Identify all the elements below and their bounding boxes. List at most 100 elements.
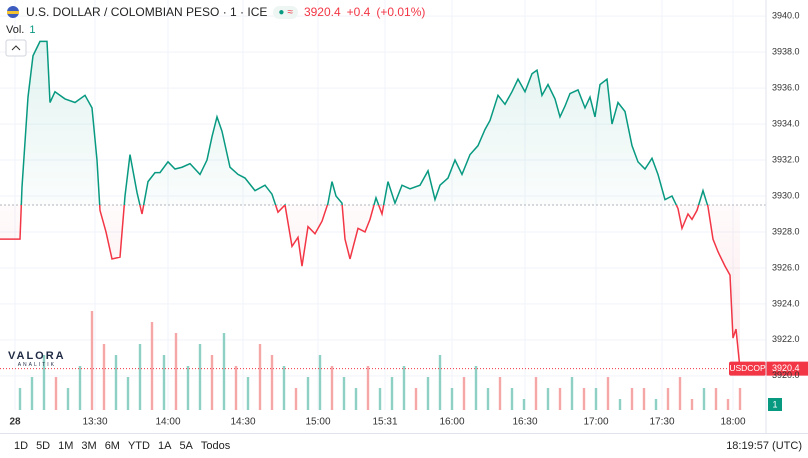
volume-bar	[462, 377, 466, 410]
range-button[interactable]: 5D	[32, 440, 54, 452]
x-tick-label: 17:00	[583, 417, 608, 428]
collapse-icon	[11, 45, 21, 51]
volume-bar	[474, 366, 478, 410]
x-tick-label: 18:00	[720, 417, 745, 428]
range-button[interactable]: 6M	[101, 440, 124, 452]
x-tick-label: 15:31	[372, 417, 397, 428]
volume-bar	[174, 333, 178, 410]
y-tick-label: 3936.0	[772, 82, 800, 92]
volume-bar	[534, 377, 538, 410]
volume-bar	[54, 377, 58, 410]
symbol-title: U.S. DOLLAR / COLOMBIAN PESO · 1 · ICE	[26, 5, 268, 19]
volume-tag-text: 1	[772, 399, 777, 409]
y-tick-label: 3928.0	[772, 226, 800, 236]
volume-bar	[426, 377, 430, 410]
volume-bar	[450, 388, 454, 410]
volume-bar	[498, 377, 502, 410]
y-tick-label: 3938.0	[772, 47, 800, 57]
volume-bar	[66, 388, 70, 410]
volume-bar	[162, 355, 166, 410]
change-pct: (+0.01%)	[376, 5, 426, 19]
volume-bar	[678, 377, 682, 410]
volume-bar	[690, 399, 694, 410]
range-button[interactable]: 1A	[154, 440, 175, 452]
volume-bar	[282, 366, 286, 410]
volume-bar	[18, 388, 22, 410]
range-button[interactable]: 3M	[77, 440, 100, 452]
volume-bar	[522, 399, 526, 410]
volume-bar	[702, 388, 706, 410]
volume-bar	[414, 388, 418, 410]
volume-bar	[198, 344, 202, 410]
volume-bar	[102, 344, 106, 410]
volume-bar	[726, 399, 730, 410]
volume-bar	[342, 377, 346, 410]
range-button[interactable]: 1M	[54, 440, 77, 452]
logo-sub: ANALITIK	[17, 362, 56, 368]
y-tick-label: 3930.0	[772, 190, 800, 200]
y-tick-label: 3926.0	[772, 262, 800, 272]
price: 3920.4	[303, 5, 341, 19]
range-button[interactable]: YTD	[124, 440, 154, 452]
flag-icon	[7, 6, 19, 18]
volume-bar	[294, 388, 298, 410]
volume-legend: Vol. 1	[6, 24, 35, 36]
clock: 18:19:57 (UTC)	[726, 440, 802, 452]
volume-bar	[318, 355, 322, 410]
y-tick-label: 3932.0	[772, 154, 800, 164]
volume-bar	[78, 366, 82, 410]
volume-bar	[558, 388, 562, 410]
volume-bar	[210, 355, 214, 410]
x-tick-label: 28	[9, 417, 21, 428]
price-line	[0, 40, 741, 369]
x-tick-label: 14:00	[155, 417, 180, 428]
volume-bar	[306, 377, 310, 410]
volume-tag	[768, 398, 782, 411]
volume-bar	[354, 388, 358, 410]
volume-bar	[714, 388, 718, 410]
x-tick-label: 14:30	[230, 417, 255, 428]
volume-bar	[594, 388, 598, 410]
price-tag-text: 3920.4	[772, 363, 800, 373]
volume-bar	[666, 388, 670, 410]
volume-bar	[486, 388, 490, 410]
volume-bar	[570, 377, 574, 410]
volume-bar	[582, 388, 586, 410]
volume-bar	[138, 344, 142, 410]
x-tick-label: 13:30	[82, 417, 107, 428]
header: U.S. DOLLAR / COLOMBIAN PESO · 1 · ICE ●…	[6, 5, 425, 19]
volume-bar	[402, 366, 406, 410]
volume-bar	[30, 377, 34, 410]
y-tick-label: 3940.0	[772, 11, 800, 21]
range-button[interactable]: Todos	[197, 440, 234, 452]
volume-bar	[438, 355, 442, 410]
logo: VALORA ANALITIK	[8, 350, 66, 368]
volume-value: 1	[29, 24, 36, 36]
volume-bar	[246, 377, 250, 410]
volume-bar	[114, 355, 118, 410]
toolbar: 1D 5D 1M 3M 6M YTD 1A 5A Todos 18:19:57 (UTC)	[0, 433, 808, 458]
volume-bar	[126, 377, 130, 410]
range-button[interactable]: 5A	[175, 440, 196, 452]
symbol-tag	[729, 361, 766, 376]
volume-bar	[258, 344, 262, 410]
volume-label: Vol.	[6, 24, 25, 36]
volume-bar	[186, 366, 190, 410]
x-tick-label: 15:00	[305, 417, 330, 428]
collapse-button[interactable]	[5, 39, 27, 57]
volume-bar	[234, 366, 238, 410]
volume-bar	[390, 377, 394, 410]
y-tick-label: 3934.0	[772, 118, 800, 128]
logo-name: VALORA	[8, 350, 66, 362]
y-tick-label: 3924.0	[772, 298, 800, 308]
volume-bar	[150, 322, 154, 410]
volume-bar	[738, 388, 742, 410]
symbol-tag-text: USDCOP	[729, 363, 766, 373]
range-button[interactable]: 1D	[10, 440, 32, 452]
volume-bar	[366, 366, 370, 410]
volume-bar	[606, 377, 610, 410]
status-pill[interactable]: ● ≈	[273, 5, 298, 19]
y-tick-label: 3920.0	[772, 370, 800, 380]
volume-bar	[510, 388, 514, 410]
